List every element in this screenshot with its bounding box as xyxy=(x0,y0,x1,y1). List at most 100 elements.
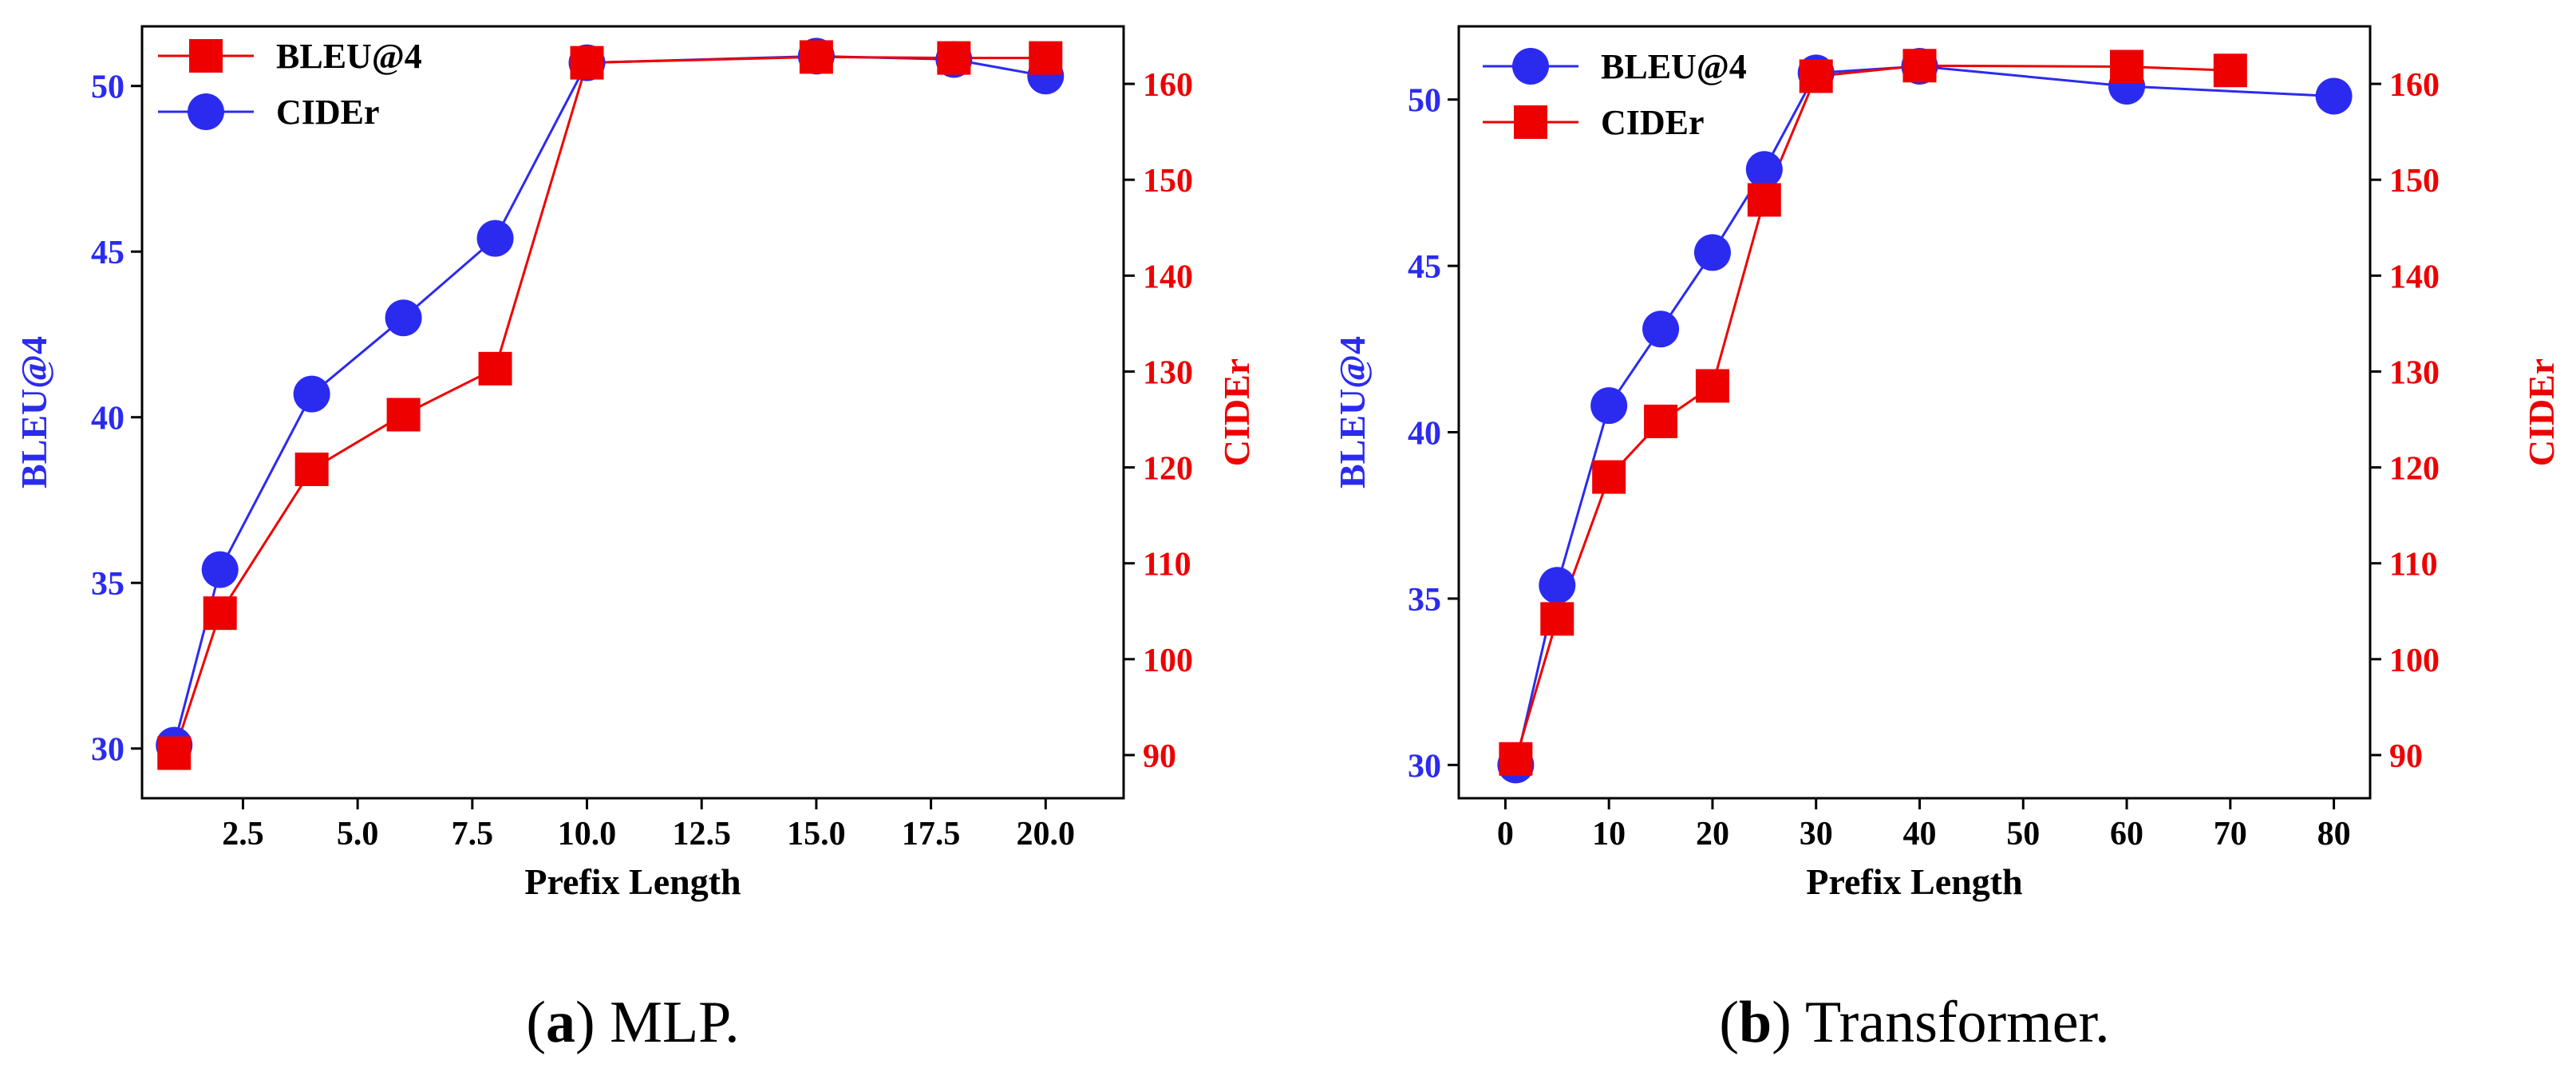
series-line-cider xyxy=(1514,64,2230,760)
y-right-axis-title: CIDEr xyxy=(1216,358,1257,466)
data-point-cider xyxy=(1902,49,1937,83)
y-left-tick-label: 50 xyxy=(91,69,124,106)
data-point-cider xyxy=(157,736,192,770)
y-right-axis-title: CIDEr xyxy=(2521,358,2562,466)
y-right-tick-label: 120 xyxy=(2389,451,2440,488)
legend-label: BLEU@4 xyxy=(1601,47,1747,86)
caption-part: ) Transformer. xyxy=(1772,990,2109,1055)
caption-part: ( xyxy=(1719,990,1739,1055)
y-left-tick-label: 50 xyxy=(1408,83,1441,120)
data-point-cider xyxy=(1644,404,1678,438)
x-tick-label: 5.0 xyxy=(337,816,379,852)
plot-frame xyxy=(140,25,1125,800)
x-axis-title: Prefix Length xyxy=(1806,861,2022,902)
y-left-tick-label: 35 xyxy=(1408,582,1441,619)
y-right-tick-label: 150 xyxy=(2389,163,2440,200)
y-left-tick-label: 30 xyxy=(91,732,124,769)
legend-label: BLEU@4 xyxy=(276,37,422,76)
data-point-cider xyxy=(478,351,512,386)
y-left-axis-title: BLEU@4 xyxy=(1332,336,1373,489)
legend-marker xyxy=(1514,105,1547,139)
y-right-tick-label: 100 xyxy=(1143,643,1193,679)
figure-caption: (a) MLP. xyxy=(526,990,739,1055)
data-point-bleu-4 xyxy=(1693,234,1731,271)
y-left-tick-label: 30 xyxy=(1408,748,1441,785)
y-right-tick-label: 100 xyxy=(2389,643,2440,679)
data-point-cider xyxy=(203,596,237,631)
data-point-bleu-4 xyxy=(1642,311,1680,348)
legend-marker xyxy=(189,39,223,73)
x-tick-label: 20 xyxy=(1696,816,1729,852)
x-tick-label: 60 xyxy=(2110,816,2143,852)
data-point-bleu-4 xyxy=(385,299,422,337)
y-right-tick-label: 140 xyxy=(2389,259,2440,295)
x-axis-title: Prefix Length xyxy=(524,861,741,902)
x-tick-label: 2.5 xyxy=(222,816,264,852)
y-right-tick-label: 110 xyxy=(1143,547,1191,583)
data-point-cider xyxy=(2110,49,2144,84)
data-point-bleu-4 xyxy=(1539,567,1576,604)
x-tick-label: 15.0 xyxy=(787,816,846,852)
y-left-tick-label: 40 xyxy=(91,401,124,437)
x-tick-label: 50 xyxy=(2006,816,2040,852)
chart-mlp: 2.5 5.0 7.5 10.0 12.5 15.0 17.5 20.0 30 35 40 45 50 9… xyxy=(14,25,1257,1055)
y-right-tick-label: 160 xyxy=(1143,67,1193,104)
data-point-cider xyxy=(1747,183,1781,217)
legend-marker xyxy=(1512,48,1549,85)
x-tick-label: 30 xyxy=(1800,816,1833,852)
legend-label: CIDEr xyxy=(276,93,380,132)
data-point-cider xyxy=(1499,742,1533,776)
x-tick-label: 20.0 xyxy=(1017,816,1076,852)
x-tick-label: 10 xyxy=(1592,816,1626,852)
legend-marker xyxy=(188,93,224,130)
chart-transformer: 0 10 20 30 40 50 60 70 80 30 35 40 45 50 90 100 110 120 13… xyxy=(1332,25,2562,1055)
y-left-tick-label: 45 xyxy=(1408,249,1441,286)
data-point-cider xyxy=(1695,369,1729,403)
data-point-cider xyxy=(570,45,604,80)
y-left-axis-title: BLEU@4 xyxy=(14,336,54,489)
x-tick-label: 0 xyxy=(1497,816,1514,852)
figure-caption: (b) Transformer. xyxy=(1719,990,2109,1055)
data-point-cider xyxy=(1029,41,1063,75)
data-point-bleu-4 xyxy=(1590,387,1628,425)
x-tick-label: 70 xyxy=(2214,816,2247,852)
y-left-tick-label: 40 xyxy=(1408,416,1441,453)
y-right-tick-label: 140 xyxy=(1143,259,1193,295)
x-tick-label: 40 xyxy=(1902,816,1936,852)
series-line-bleu-4 xyxy=(1514,65,2334,765)
y-right-tick-label: 150 xyxy=(1143,163,1193,200)
x-tick-label: 17.5 xyxy=(902,816,961,852)
legend-label: CIDEr xyxy=(1601,103,1705,142)
y-left-tick-label: 45 xyxy=(91,235,124,271)
y-right-tick-label: 130 xyxy=(1143,354,1193,391)
caption-part: ( xyxy=(526,990,546,1055)
data-point-cider xyxy=(799,40,833,74)
y-right-tick-label: 160 xyxy=(2389,67,2440,104)
plot-frame xyxy=(1457,25,2372,800)
data-point-cider xyxy=(294,452,329,486)
data-point-cider xyxy=(1592,460,1626,494)
y-right-tick-label: 130 xyxy=(2389,354,2440,391)
data-point-bleu-4 xyxy=(2315,77,2353,115)
caption-part: ) MLP. xyxy=(575,990,740,1055)
data-point-bleu-4 xyxy=(476,220,514,257)
y-left-tick-label: 35 xyxy=(91,566,124,603)
data-point-bleu-4 xyxy=(201,551,239,588)
x-tick-label: 10.0 xyxy=(558,816,617,852)
x-tick-label: 7.5 xyxy=(452,816,494,852)
x-tick-label: 80 xyxy=(2317,816,2351,852)
data-point-cider xyxy=(1799,59,1833,93)
data-point-cider xyxy=(1540,602,1574,636)
y-right-tick-label: 90 xyxy=(2389,738,2423,775)
data-point-cider xyxy=(386,398,421,432)
y-right-tick-label: 120 xyxy=(1143,451,1193,488)
caption-part: a xyxy=(546,990,575,1055)
caption-part: b xyxy=(1739,990,1772,1055)
x-tick-label: 12.5 xyxy=(672,816,731,852)
y-right-tick-label: 90 xyxy=(1143,738,1176,775)
data-point-cider xyxy=(2213,53,2247,88)
data-point-cider xyxy=(937,41,971,75)
data-point-bleu-4 xyxy=(293,375,330,413)
data-point-bleu-4 xyxy=(1745,151,1783,188)
